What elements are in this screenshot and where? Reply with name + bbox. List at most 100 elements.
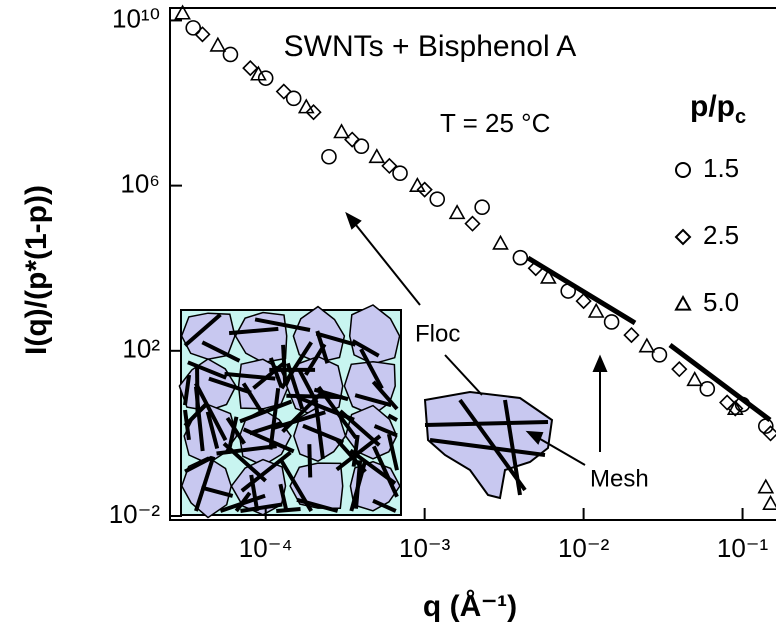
stick <box>183 374 192 406</box>
point <box>257 70 274 86</box>
stick <box>195 364 200 414</box>
stick <box>307 444 313 478</box>
stick <box>200 485 234 498</box>
point <box>285 90 302 107</box>
point <box>638 337 656 353</box>
stick <box>372 498 397 513</box>
point <box>174 4 191 20</box>
point <box>321 148 337 165</box>
stick <box>280 341 313 390</box>
stick <box>373 424 398 438</box>
point <box>275 83 292 100</box>
floc-blob <box>180 312 236 360</box>
legend-marker <box>674 294 692 311</box>
stick <box>349 461 367 512</box>
x-tick-label: 10⁻¹ <box>717 533 769 563</box>
point <box>409 176 426 193</box>
chart-title: SWNTs + Bisphenol A <box>284 30 577 63</box>
stick <box>240 502 283 513</box>
point <box>464 215 481 232</box>
point <box>762 425 776 442</box>
stick <box>268 357 284 388</box>
stick <box>225 416 246 445</box>
stick <box>429 438 546 457</box>
point <box>623 326 640 344</box>
legend-marker <box>675 162 691 178</box>
point <box>726 399 744 415</box>
stick <box>216 444 277 456</box>
legend-marker <box>674 228 692 246</box>
stick <box>239 399 293 424</box>
stick <box>252 361 285 390</box>
stick <box>503 399 522 496</box>
stick <box>354 393 392 408</box>
stick <box>254 317 311 332</box>
x-axis-title: q (Å⁻¹) <box>423 590 517 623</box>
point <box>194 26 211 43</box>
arrow-head <box>345 211 362 230</box>
stick <box>278 483 289 512</box>
y-tick-label: 10² <box>122 334 160 364</box>
point <box>448 204 466 220</box>
stick <box>184 455 213 474</box>
point <box>651 347 668 363</box>
x-tick-label: 10⁻³ <box>399 533 451 563</box>
stick <box>194 456 216 512</box>
point <box>719 394 736 411</box>
guide-line <box>526 255 637 326</box>
point <box>560 283 576 299</box>
stick <box>317 385 358 440</box>
stick <box>201 340 241 363</box>
legend-title-text: p/p <box>690 90 735 123</box>
y-tick-label: 10⁶ <box>120 168 160 198</box>
arrow <box>351 219 421 306</box>
point <box>575 292 592 310</box>
floc-sticks <box>424 398 549 496</box>
guide-lines <box>526 255 772 422</box>
stick <box>241 382 265 415</box>
legend-title-sub: c <box>735 106 746 128</box>
stick <box>386 433 399 471</box>
point <box>381 157 398 175</box>
point <box>209 36 227 52</box>
stick <box>226 416 239 454</box>
stick <box>359 348 384 390</box>
stick <box>372 445 399 498</box>
arrow <box>444 354 483 396</box>
point <box>333 123 350 139</box>
point <box>603 314 620 330</box>
point <box>757 418 774 434</box>
stick <box>194 382 228 442</box>
point <box>587 302 605 318</box>
point <box>305 104 322 121</box>
stick <box>183 401 209 428</box>
stick <box>424 420 549 427</box>
stick <box>281 389 325 434</box>
stick <box>297 368 319 404</box>
arrow <box>534 435 586 466</box>
stick <box>371 380 399 411</box>
stick <box>240 450 292 493</box>
y-tick-label: 10⁻² <box>109 499 161 529</box>
x-tick-label: 10⁻² <box>558 533 610 563</box>
point <box>368 148 386 164</box>
y-tick-label: 10¹⁰ <box>112 3 160 33</box>
legend-label: 1.5 <box>703 153 739 183</box>
stick <box>249 474 260 512</box>
stick <box>315 331 357 347</box>
legend-label: 5.0 <box>703 287 739 317</box>
stick <box>187 360 227 380</box>
floc-blob <box>344 404 398 460</box>
inset-label: Mesh <box>590 465 649 492</box>
point <box>429 191 446 207</box>
point <box>671 361 688 378</box>
stick <box>302 423 345 445</box>
stick <box>219 493 266 513</box>
y-axis-title: I(q)/(p*(1-p)) <box>20 185 53 355</box>
point <box>512 249 529 266</box>
stick <box>387 413 398 422</box>
inset-label: Floc <box>415 320 460 347</box>
stick <box>351 434 360 467</box>
stick <box>242 427 295 454</box>
